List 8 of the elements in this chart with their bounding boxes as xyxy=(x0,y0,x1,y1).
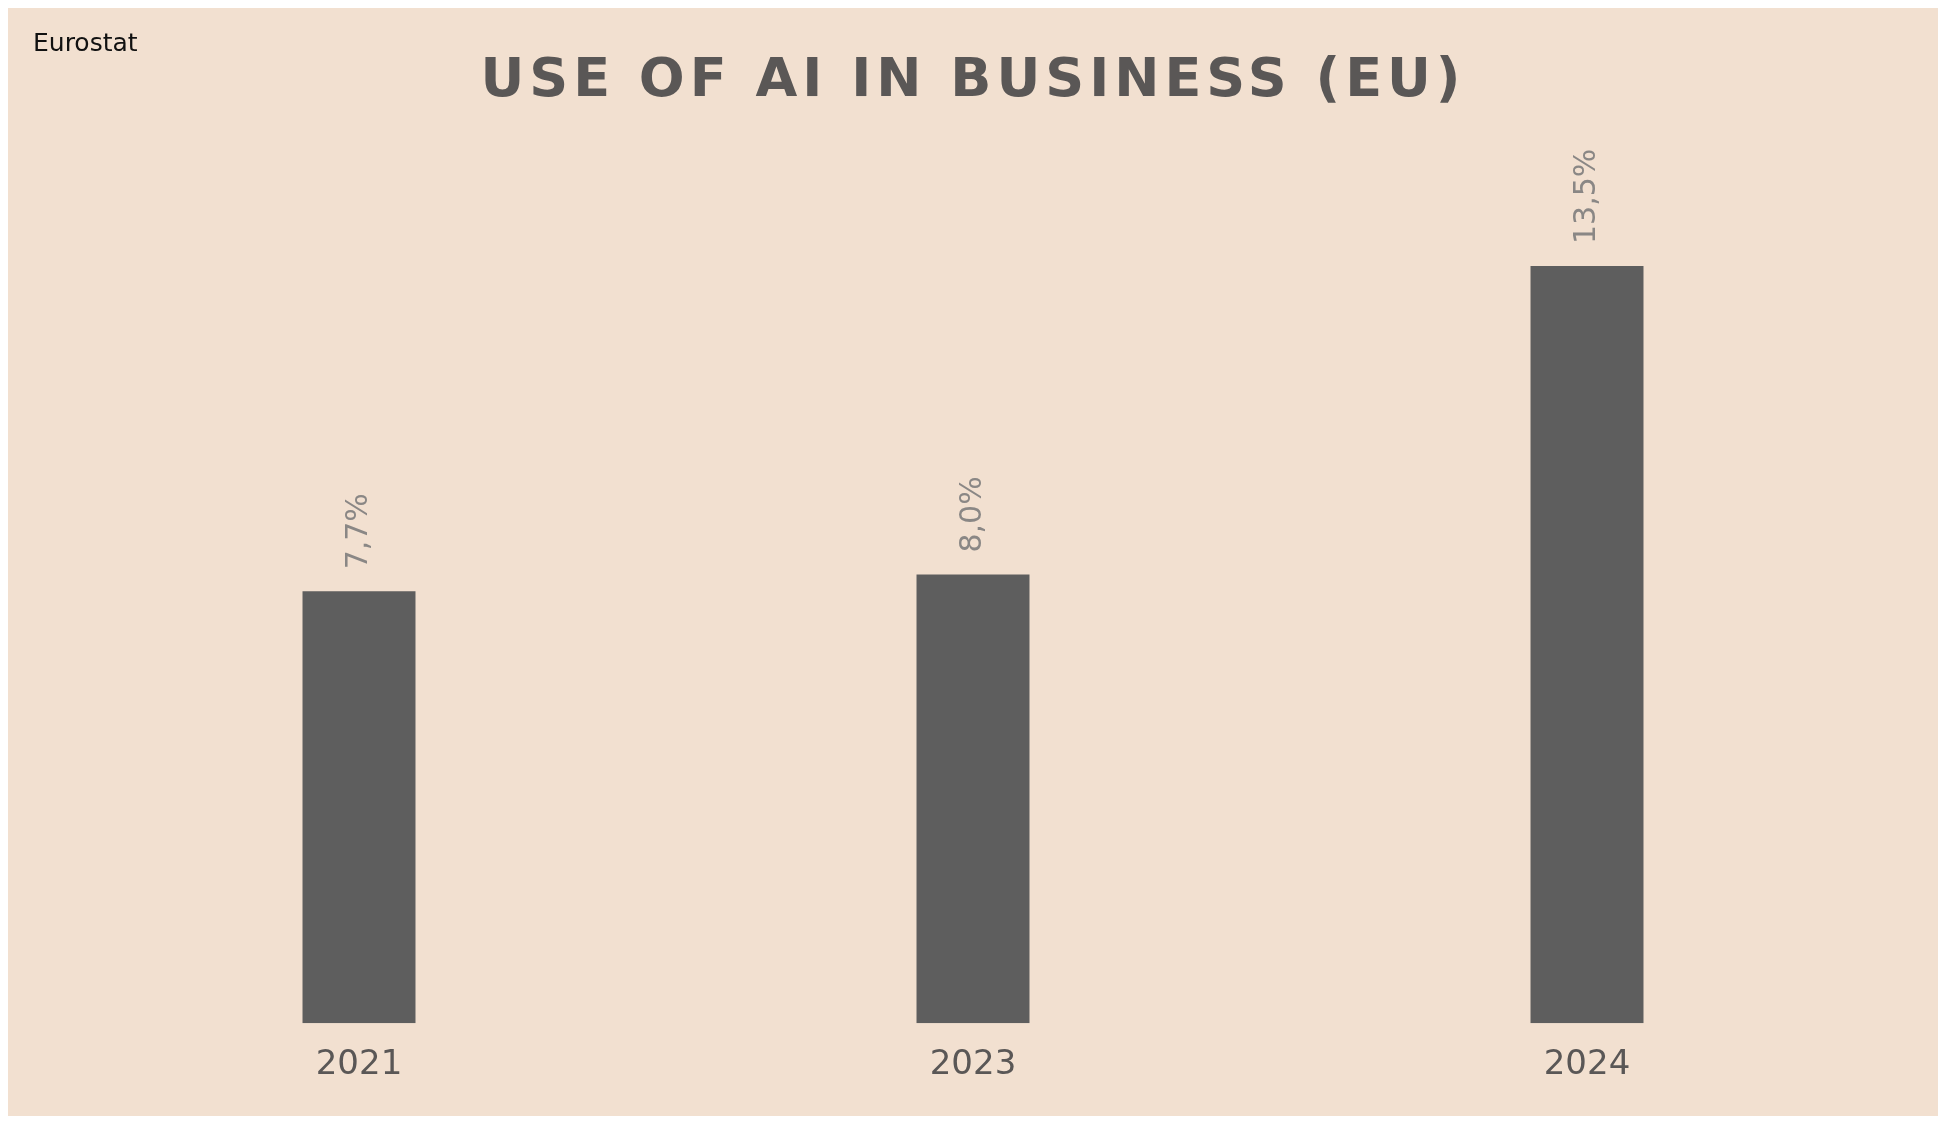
x-tick-label: 2023 xyxy=(929,1042,1017,1083)
chart-title: USE OF AI IN BUSINESS (EU) xyxy=(480,46,1466,109)
data-label: 8,0% xyxy=(952,476,988,553)
text: Eurostat xyxy=(33,28,138,57)
x-tick-label: 2021 xyxy=(315,1042,403,1083)
data-label: 7,7% xyxy=(338,493,374,570)
data-label: 13,5% xyxy=(1566,148,1602,245)
x-tick-label: 2024 xyxy=(1543,1042,1631,1083)
